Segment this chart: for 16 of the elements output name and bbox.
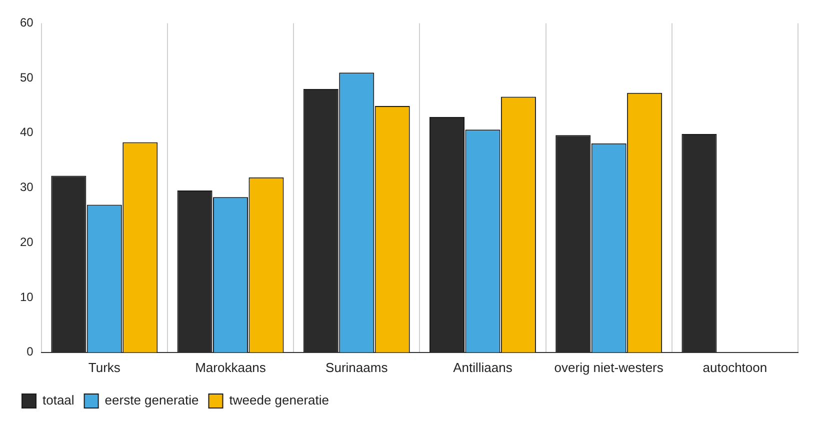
x-tick-label: Surinaams bbox=[326, 360, 388, 375]
x-tick-label: Antilliaans bbox=[453, 360, 513, 375]
y-tick-label: 30 bbox=[20, 180, 34, 194]
y-tick-label: 0 bbox=[26, 344, 34, 359]
x-tick-label: Marokkaans bbox=[195, 360, 266, 375]
y-tick-label: 50 bbox=[20, 70, 34, 84]
y-tick-label: 10 bbox=[20, 290, 34, 304]
legend-label: eerste generatie bbox=[104, 392, 199, 408]
y-tick-label: 20 bbox=[20, 234, 34, 249]
legend-label: tweede generatie bbox=[229, 392, 330, 408]
legend-label: totaal bbox=[42, 392, 74, 408]
x-tick-label: Turks bbox=[88, 360, 121, 375]
x-tick-label: overig niet-westers bbox=[554, 360, 664, 375]
y-tick-label: 60 bbox=[20, 16, 34, 30]
y-tick-label: 40 bbox=[20, 125, 34, 140]
x-tick-label: autochtoon bbox=[702, 360, 768, 375]
